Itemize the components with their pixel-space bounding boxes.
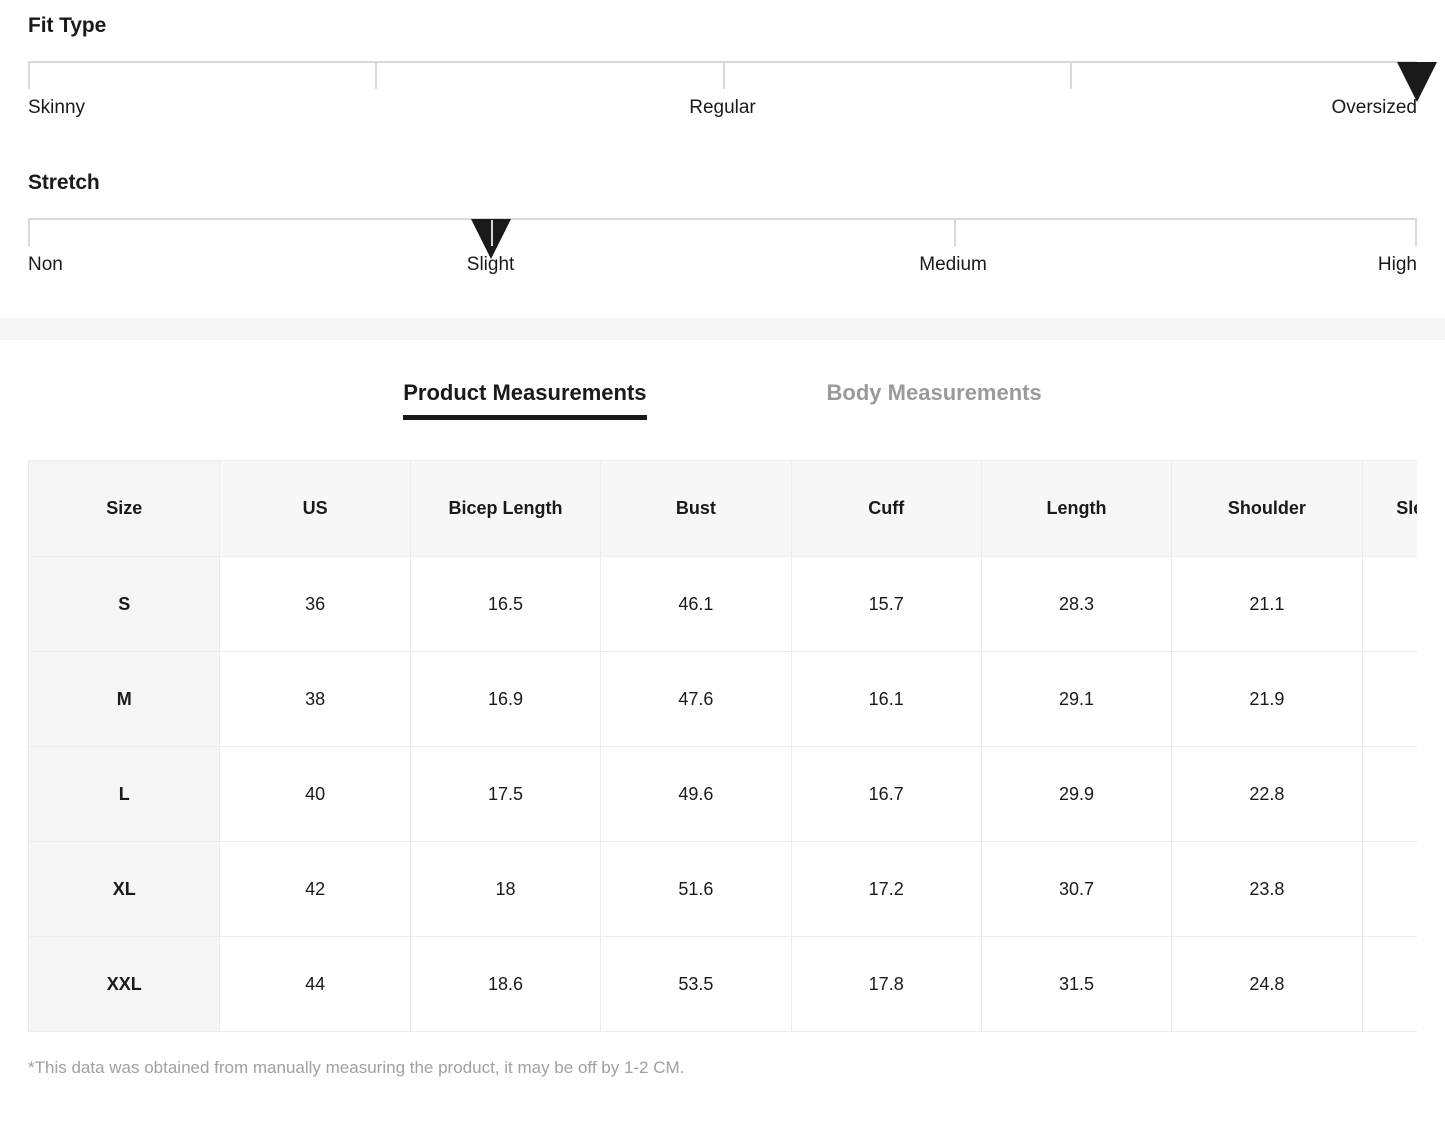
table-cell-us: 36 — [219, 556, 411, 652]
table-header-us: US — [219, 460, 411, 557]
table-cell-bicep-length: 17.5 — [409, 746, 602, 842]
table-cell-cuff: 16.1 — [790, 651, 982, 747]
table-cell-us: 40 — [219, 746, 411, 842]
fit-scales-area: Fit Type Skinny Regular Oversized Stretc… — [0, 0, 1445, 278]
table-cell-length: 29.1 — [980, 651, 1173, 747]
stretch-title: Stretch — [28, 171, 100, 194]
table-header-cuff: Cuff — [790, 460, 982, 557]
measurement-tabs: Product Measurements Body Measurements — [0, 380, 1445, 420]
size-table: Size US Bicep Length Bust Cuff Length Shoulder… — [28, 460, 1417, 1032]
table-header-length: Length — [980, 460, 1173, 557]
table-cell-sleeve-length: 11 — [1361, 841, 1417, 937]
table-cell-cuff: 16.7 — [790, 746, 982, 842]
size-table-scroll-container[interactable]: Size US Bicep Length Bust Cuff Length Shoulder… — [28, 460, 1417, 1032]
table-header-bicep-length: Bicep Length — [409, 460, 602, 557]
table-cell-sleeve-length: 11.2 — [1361, 936, 1417, 1032]
table-cell-cuff: 17.8 — [790, 936, 982, 1032]
table-cell-sleeve-length: 10.4 — [1361, 556, 1417, 652]
size-table-body: S3616.546.115.728.321.110.4M3816.947.616… — [28, 556, 1417, 1032]
table-cell-cuff: 15.7 — [790, 556, 982, 652]
table-cell-bust: 53.5 — [600, 936, 792, 1032]
table-cell-bicep-length: 18 — [409, 841, 602, 937]
table-cell-shoulder: 21.9 — [1171, 651, 1363, 747]
stretch-scale-block: Stretch Non Slight Medium High — [28, 171, 1417, 278]
table-cell-bust: 47.6 — [600, 651, 792, 747]
table-cell-size: XL — [28, 841, 221, 937]
stretch-label-slight: Slight — [466, 254, 515, 275]
fit-type-scale-block: Fit Type Skinny Regular Oversized — [28, 0, 1437, 121]
table-cell-length: 28.3 — [980, 556, 1173, 652]
stretch-label-high: High — [1377, 254, 1417, 275]
table-cell-sleeve-length: 10.8 — [1361, 746, 1417, 842]
table-cell-shoulder: 22.8 — [1171, 746, 1363, 842]
table-cell-length: 29.9 — [980, 746, 1173, 842]
table-cell-cuff: 17.2 — [790, 841, 982, 937]
table-cell-sleeve-length: 10.6 — [1361, 651, 1417, 747]
table-header-bust: Bust — [600, 460, 792, 557]
stretch-ruler-tick-2 — [954, 220, 956, 246]
table-cell-bust: 51.6 — [600, 841, 792, 937]
table-header-shoulder: Shoulder — [1171, 460, 1363, 557]
stretch-labels: Non Slight Medium High — [28, 252, 1417, 278]
table-cell-us: 42 — [219, 841, 411, 937]
table-cell-size: L — [28, 746, 221, 842]
stretch-label-non: Non — [28, 254, 63, 275]
fit-type-label-oversized: Oversized — [1331, 97, 1417, 118]
fit-type-label-regular: Regular — [689, 97, 756, 118]
stretch-ruler-tick-1 — [491, 220, 493, 246]
measurement-footnote: *This data was obtained from manually me… — [28, 1058, 685, 1077]
fit-ruler-tick-1 — [375, 63, 378, 89]
fit-type-marker-triangle — [1397, 62, 1437, 102]
table-cell-bicep-length: 18.6 — [409, 936, 602, 1032]
fit-ruler-tick-2 — [722, 63, 725, 89]
table-cell-us: 44 — [219, 936, 411, 1032]
table-cell-shoulder: 21.1 — [1171, 556, 1363, 652]
table-cell-bust: 46.1 — [600, 556, 792, 652]
stretch-marker-triangle — [470, 219, 511, 259]
section-divider — [0, 318, 1445, 340]
stretch-tick-end — [1415, 220, 1417, 246]
table-cell-bicep-length: 16.9 — [409, 651, 602, 747]
stretch-ruler — [28, 218, 1417, 259]
fit-type-label-skinny: Skinny — [28, 97, 86, 118]
fit-type-title: Fit Type — [28, 14, 107, 37]
table-cell-bust: 49.6 — [600, 746, 792, 842]
table-cell-length: 30.7 — [980, 841, 1173, 937]
table-header-sleeve-length: Sleeve Length — [1361, 460, 1417, 557]
fit-type-ruler — [28, 61, 1437, 102]
stretch-label-medium: Medium — [919, 254, 987, 275]
table-cell-size: S — [28, 556, 221, 652]
table-cell-us: 38 — [219, 651, 411, 747]
stretch-tick-start — [28, 220, 30, 246]
table-cell-size: M — [28, 651, 221, 747]
tab-product-measurements[interactable]: Product Measurements — [403, 380, 647, 420]
tab-body-measurements[interactable]: Body Measurements — [826, 380, 1042, 405]
table-cell-size: XXL — [28, 936, 221, 1032]
table-cell-shoulder: 23.8 — [1171, 841, 1363, 937]
table-cell-bicep-length: 16.5 — [409, 556, 602, 652]
table-cell-length: 31.5 — [980, 936, 1173, 1032]
table-header-row: Size US Bicep Length Bust Cuff Length Shoulder… — [28, 460, 1417, 557]
table-header-size: Size — [28, 460, 221, 557]
fit-type-tick-start — [28, 63, 30, 89]
table-cell-shoulder: 24.8 — [1171, 936, 1363, 1032]
size-table-head: Size US Bicep Length Bust Cuff Length Shoulder… — [28, 460, 1417, 557]
fit-type-labels: Skinny Regular Oversized — [28, 95, 1417, 121]
fit-ruler-tick-3 — [1069, 63, 1072, 89]
